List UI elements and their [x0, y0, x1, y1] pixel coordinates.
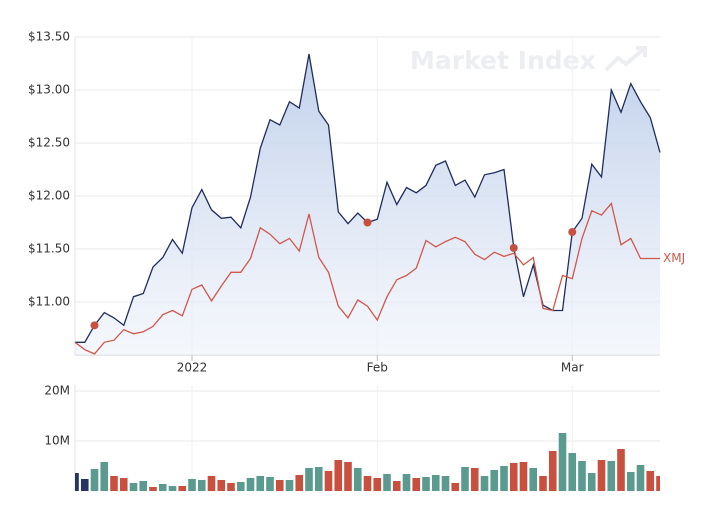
volume-bar	[158, 484, 167, 491]
volume-bar	[656, 476, 660, 491]
volume-bar	[149, 487, 157, 491]
volume-bar	[422, 477, 430, 491]
volume-bar	[314, 467, 323, 491]
volume-bar	[275, 480, 284, 491]
x-tick-label: Feb	[367, 361, 388, 375]
volume-bar	[568, 453, 577, 491]
volume-bar	[383, 474, 391, 491]
watermark: Market Index	[410, 46, 596, 75]
volume-bar	[75, 473, 79, 491]
y-tick-label: $12.00	[28, 189, 70, 203]
volume-bar	[110, 476, 118, 491]
volume-bar	[617, 449, 625, 491]
volume-bar	[344, 462, 352, 491]
volume-bar	[392, 481, 401, 491]
volume-bar	[470, 468, 479, 491]
x-tick-label: Mar	[561, 361, 584, 375]
volume-bar	[451, 483, 460, 491]
volume-bar	[363, 476, 372, 491]
line	[74, 201, 660, 355]
y-tick-label: $13.00	[28, 83, 70, 97]
volume-bar	[217, 480, 226, 491]
volume-bar	[139, 481, 148, 491]
volume-bar	[119, 478, 128, 491]
y-tick-label: $11.50	[28, 242, 70, 256]
volume-bar	[461, 467, 469, 491]
volume-bar	[558, 433, 567, 491]
watermark-icon	[604, 46, 647, 72]
volume-bar	[285, 480, 294, 491]
volume-bar	[431, 475, 440, 491]
volume-bar	[480, 476, 489, 491]
volume-bar	[373, 478, 382, 491]
y-tick-label: $12.50	[28, 136, 70, 150]
volume-bar	[178, 486, 187, 491]
volume-bar	[412, 478, 421, 491]
volume-bar	[188, 479, 196, 491]
event-marker	[568, 228, 577, 237]
y-tick-label: 10M	[44, 434, 70, 448]
volume-bar	[539, 476, 547, 491]
y-tick-label: 20M	[44, 384, 70, 398]
volume-bar	[324, 471, 333, 491]
volume-bar	[626, 472, 635, 491]
volume-bar	[80, 479, 89, 491]
volume-bar	[646, 471, 655, 491]
volume-bar	[402, 474, 411, 491]
volume-bar	[636, 465, 645, 491]
volume-bar	[227, 483, 235, 491]
volume-bar	[587, 473, 596, 491]
area	[75, 54, 660, 355]
y-tick-label: $13.50	[28, 30, 70, 44]
y-tick-label: $11.00	[28, 295, 70, 309]
volume-bar	[197, 480, 206, 491]
volume-bar	[500, 466, 508, 491]
volume-bar	[490, 470, 499, 491]
volume-bar	[607, 461, 616, 491]
volume-bar	[597, 460, 606, 491]
volume-bar	[548, 451, 557, 491]
series-label: XMJ	[663, 251, 685, 265]
volume-bar	[90, 469, 99, 491]
event-marker	[90, 321, 99, 330]
volume-bar	[305, 468, 313, 491]
volume-bar	[529, 468, 538, 491]
volume-bar	[334, 460, 343, 491]
volume-bar	[129, 483, 138, 491]
volume-bar	[295, 475, 304, 491]
volume-bar	[256, 476, 265, 491]
volume-bar	[100, 462, 109, 491]
volume-bar	[246, 478, 255, 491]
volume-bar	[207, 476, 216, 491]
event-marker	[363, 218, 372, 227]
event-marker	[509, 243, 518, 252]
volume-bar	[168, 486, 177, 491]
volume-bar	[266, 477, 274, 491]
volume-bar	[353, 468, 362, 491]
volume-bar	[236, 482, 245, 491]
volume-bar	[578, 461, 586, 491]
x-tick-label: 2022	[177, 361, 208, 375]
volume-bar	[441, 476, 450, 491]
volume-bar	[519, 462, 528, 491]
volume-bar	[509, 463, 518, 491]
